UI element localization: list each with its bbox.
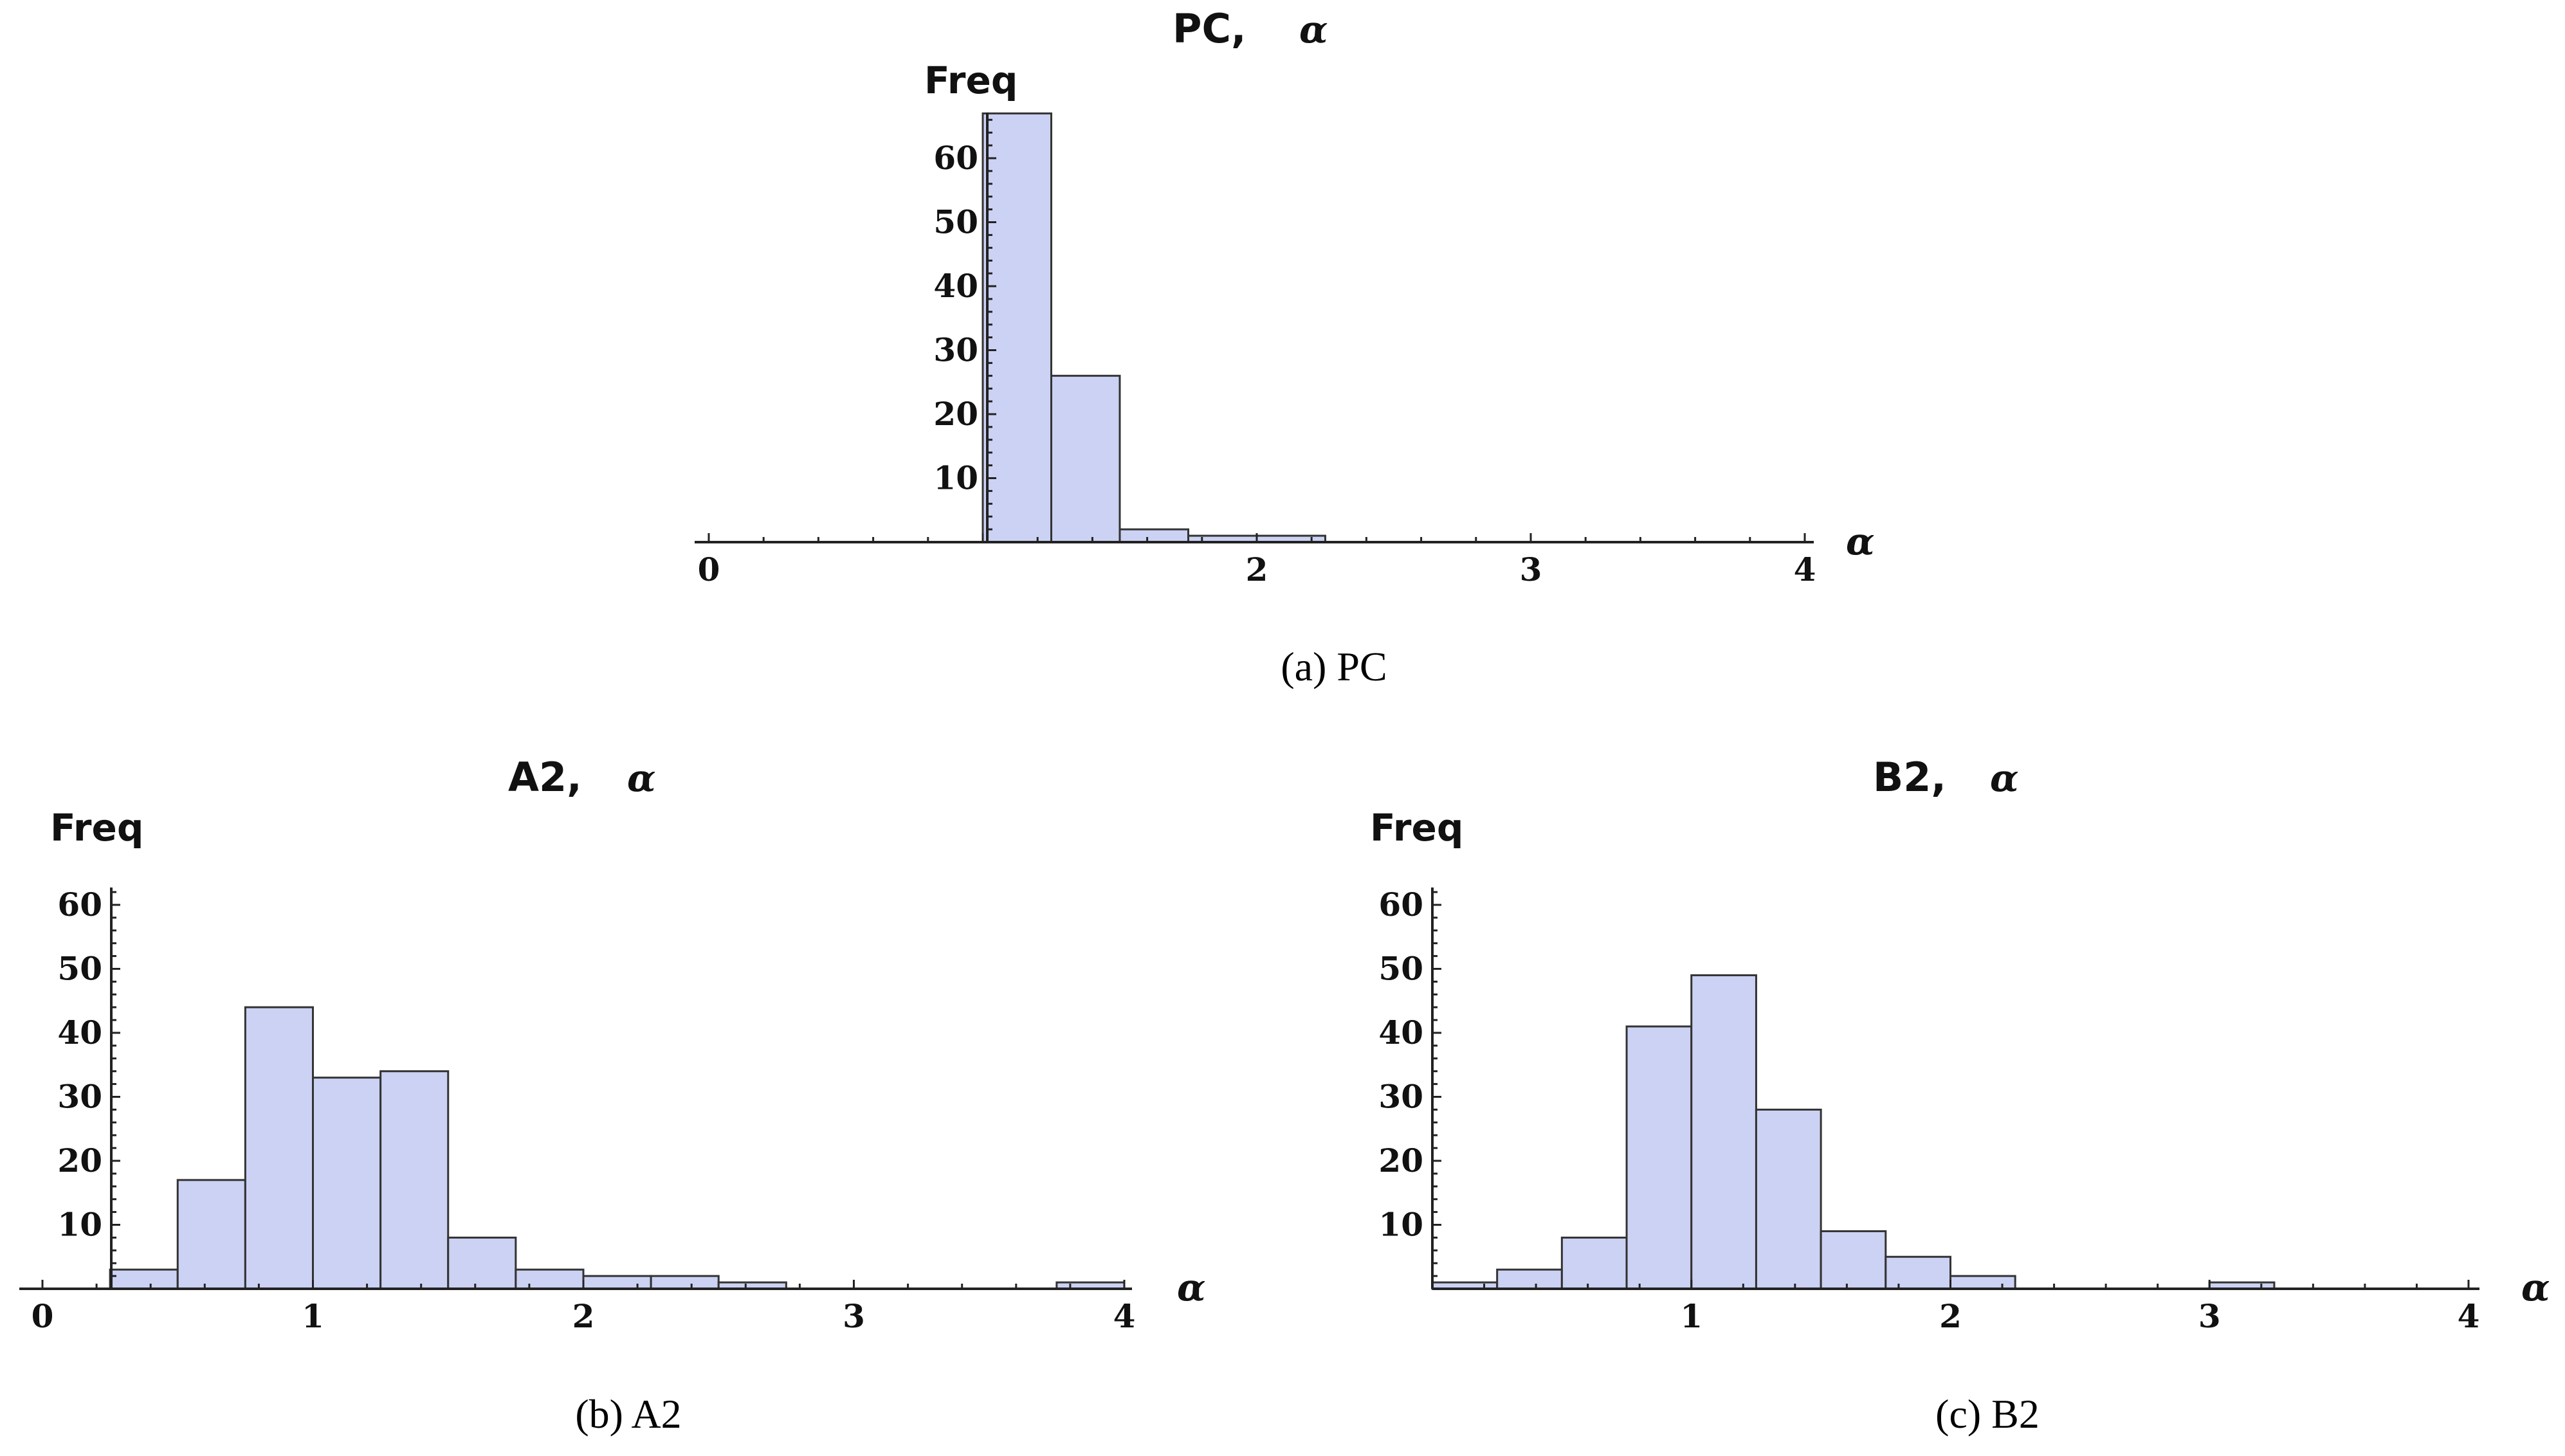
x-tick-label: 4 <box>1794 551 1816 588</box>
chart-title-main: PC, <box>1173 5 1246 52</box>
y-tick-label: 40 <box>57 1014 102 1051</box>
x-axis-label: α <box>1177 1266 1206 1309</box>
panel-pc: PC, α Freq α 0 2 3 4 10 20 30 40 50 60 (a) PC <box>695 5 1875 689</box>
x-tick-label: 1 <box>302 1297 324 1335</box>
y-axis-label: Freq <box>1370 806 1463 850</box>
y-tick-label: 60 <box>57 886 102 924</box>
y-tick-label: 10 <box>57 1206 102 1244</box>
chart-title-symbol: α <box>627 756 656 800</box>
chart-title-symbol: α <box>1990 756 2019 800</box>
histogram-bar <box>1050 374 1121 543</box>
y-tick-label: 40 <box>1378 1014 1423 1051</box>
histogram-bar <box>379 1070 450 1290</box>
y-tick-label: 50 <box>933 203 978 241</box>
y-tick-label: 60 <box>1378 886 1423 924</box>
histogram-bar <box>1625 1025 1693 1290</box>
x-tick-label: 4 <box>1113 1297 1136 1335</box>
y-axis-label: Freq <box>924 59 1018 102</box>
chart-title-main: A2, <box>508 754 582 801</box>
y-ticks: 10 20 30 40 50 60 <box>1378 886 1441 1277</box>
y-tick-label: 10 <box>1378 1206 1423 1244</box>
histogram-bar <box>1690 974 1757 1290</box>
histogram-bar <box>515 1268 585 1290</box>
caption: (a) PC <box>1281 644 1387 689</box>
histogram-bar <box>1560 1236 1628 1290</box>
panel-b2: B2, α Freq α 1 2 3 4 10 20 30 40 50 60 (c) B2 <box>1370 754 2550 1437</box>
histogram-bar <box>176 1179 246 1290</box>
histogram-bar <box>650 1275 720 1290</box>
x-tick-label: 1 <box>1680 1297 1702 1335</box>
histogram-bar <box>1755 1108 1822 1290</box>
histogram-bar <box>109 1268 179 1290</box>
chart-title-symbol: α <box>1299 8 1328 51</box>
histogram-bar <box>1118 528 1189 543</box>
axes <box>1431 887 2479 1290</box>
histogram-bar <box>981 112 1052 543</box>
x-tick-label: 0 <box>32 1297 54 1335</box>
bars <box>109 1006 1126 1290</box>
caption: (b) A2 <box>575 1391 681 1437</box>
x-tick-label: 0 <box>698 551 720 588</box>
y-axis-label: Freq <box>50 806 143 850</box>
y-tick-label: 10 <box>933 459 978 497</box>
x-axis-label: α <box>2521 1266 2550 1309</box>
x-ticks: 0 2 3 4 <box>698 533 1816 588</box>
histogram-bar <box>582 1275 652 1290</box>
y-tick-label: 40 <box>933 267 978 305</box>
y-tick-label: 30 <box>57 1078 102 1116</box>
x-tick-label: 2 <box>1246 551 1268 588</box>
x-tick-label: 2 <box>1939 1297 1962 1335</box>
caption: (c) B2 <box>1935 1391 2040 1437</box>
y-tick-label: 20 <box>57 1142 102 1179</box>
bars <box>981 112 1326 543</box>
panel-a2: A2, α Freq α 0 1 2 3 4 10 20 30 40 50 60 (b) A2 <box>19 754 1206 1437</box>
y-ticks: 10 20 30 40 50 60 <box>933 118 996 531</box>
y-tick-label: 20 <box>1378 1142 1423 1179</box>
x-axis-label: α <box>1846 520 1875 563</box>
chart-title-main: B2, <box>1873 754 1946 801</box>
histogram-bar <box>1496 1268 1563 1290</box>
y-tick-label: 50 <box>1378 950 1423 988</box>
x-tick-label: 3 <box>2198 1297 2221 1335</box>
histogram-bar <box>1949 1275 2016 1290</box>
y-tick-label: 30 <box>1378 1078 1423 1116</box>
histogram-bar <box>1885 1255 1951 1290</box>
x-tick-label: 4 <box>2458 1297 2480 1335</box>
axes <box>695 113 1814 543</box>
y-tick-label: 60 <box>933 139 978 177</box>
x-ticks: 1 2 3 4 <box>1431 1280 2480 1335</box>
y-tick-label: 50 <box>57 950 102 988</box>
x-tick-label: 2 <box>572 1297 595 1335</box>
x-tick-label: 3 <box>843 1297 865 1335</box>
y-tick-label: 30 <box>933 331 978 369</box>
histogram-bar <box>1820 1230 1887 1290</box>
y-ticks: 10 20 30 40 50 60 <box>57 886 120 1277</box>
histogram-bar <box>312 1077 382 1290</box>
x-ticks: 0 1 2 3 4 <box>32 1280 1136 1335</box>
x-tick-label: 3 <box>1520 551 1542 588</box>
histogram-bar <box>244 1006 314 1290</box>
y-tick-label: 20 <box>933 395 978 433</box>
bars <box>1431 974 2276 1290</box>
histogram-bar <box>447 1236 517 1290</box>
